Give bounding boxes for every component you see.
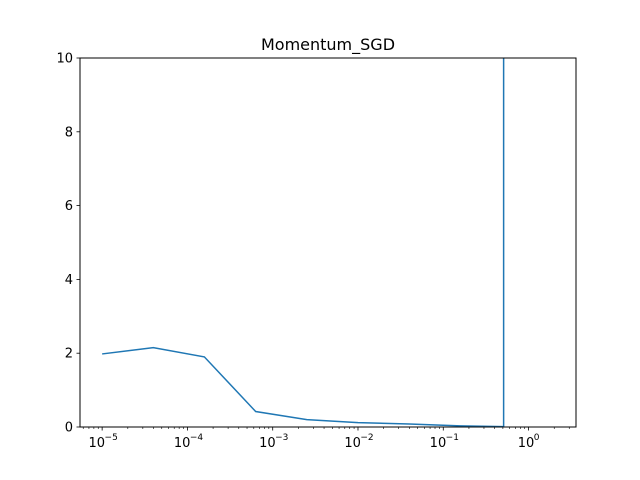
x-tick-base: 10 [430, 436, 447, 451]
plot-area [102, 58, 505, 427]
x-tick-base: 10 [259, 436, 276, 451]
chart-title: Momentum_SGD [261, 35, 395, 55]
y-tick-label: 8 [65, 125, 73, 140]
x-tick-exp: −4 [190, 433, 204, 443]
x-tick-label: 10 −2 [344, 433, 373, 451]
x-tick-exp: 0 [534, 433, 540, 443]
x-tick-label: 10 0 [518, 433, 540, 451]
x-tick-exp: −2 [360, 433, 373, 443]
x-tick-label: 10 −4 [174, 433, 204, 451]
x-tick-label: 10 −3 [259, 433, 288, 451]
y-tick-label: 6 [65, 199, 73, 214]
y-tick-label: 4 [65, 273, 73, 288]
axes-frame [79, 57, 577, 428]
x-tick-base: 10 [518, 436, 535, 451]
series-line-0 [102, 58, 505, 427]
x-tick-base: 10 [174, 436, 191, 451]
x-tick-label: 10 −1 [430, 433, 459, 451]
x-tick-exp: −5 [105, 433, 118, 443]
y-tick-label: 10 [56, 52, 73, 67]
x-tick-base: 10 [344, 436, 361, 451]
y-axis: 0 2 4 6 8 10 [56, 52, 80, 436]
x-tick-exp: −3 [275, 433, 288, 443]
x-tick-exp: −1 [446, 433, 459, 443]
x-tick-base: 10 [89, 436, 106, 451]
y-tick-label: 2 [65, 347, 73, 362]
x-axis: 10 −5 10 −4 10 −3 10 −2 10 −1 10 0 [82, 427, 570, 451]
x-tick-label: 10 −5 [89, 433, 118, 451]
y-tick-label: 0 [65, 421, 73, 436]
